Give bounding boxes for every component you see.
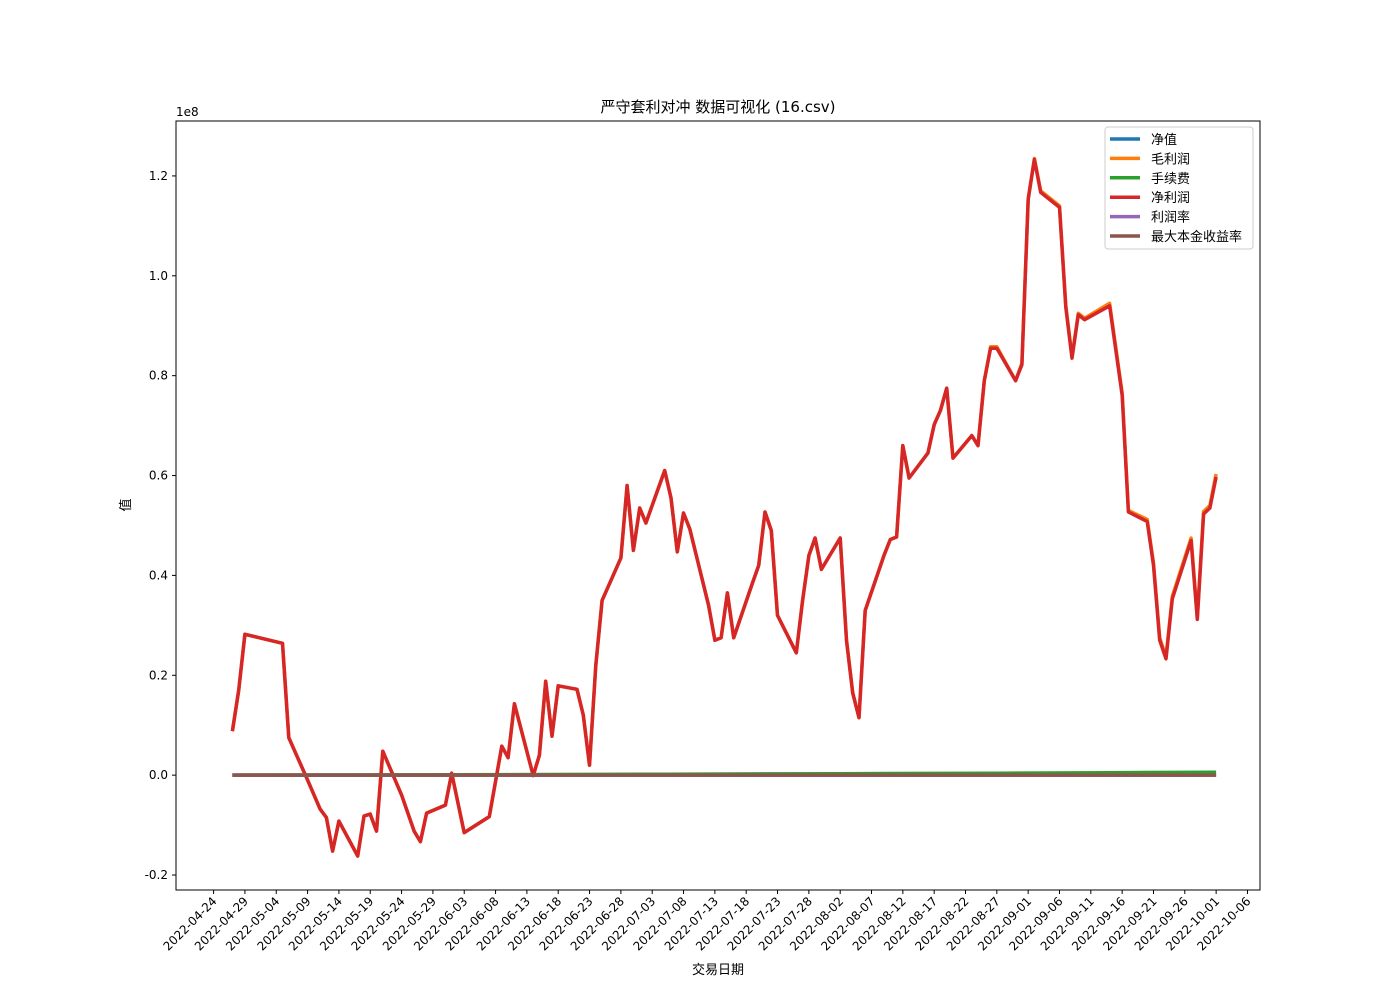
y-tick-label: 1.0: [149, 269, 168, 283]
chart-title: 严守套利对冲 数据可视化 (16.csv): [600, 98, 835, 116]
y-scale-label: 1e8: [176, 105, 199, 119]
x-axis: 2022-04-242022-04-292022-05-042022-05-09…: [160, 890, 1254, 953]
plot-frame: [175, 120, 1261, 891]
y-axis-label: 值: [118, 498, 134, 511]
legend-label: 手续费: [1151, 172, 1190, 187]
series-line-1: [230, 156, 1218, 858]
legend-box: [1104, 126, 1254, 250]
y-tick-label: 0.0: [149, 768, 168, 782]
y-axis: -0.2 0.0 0.2 0.4 0.6 0.8 1.0 1.2: [145, 169, 176, 882]
series-layer: [230, 156, 1218, 858]
y-tick-label: 0.8: [149, 369, 168, 383]
y-tick-label: 1.2: [149, 169, 168, 183]
y-tick-label: 0.6: [149, 469, 168, 483]
series-line-3: [230, 157, 1218, 858]
y-tick-label: 0.4: [149, 568, 168, 582]
legend-label: 毛利润: [1151, 152, 1190, 167]
legend-label: 利润率: [1151, 210, 1190, 226]
y-tick-label: -0.2: [145, 868, 168, 882]
y-tick-label: 0.2: [149, 668, 168, 682]
legend-label: 净利润: [1151, 191, 1190, 206]
x-axis-label: 交易日期: [692, 962, 744, 978]
legend-label: 净值: [1151, 132, 1177, 148]
legend-label: 最大本金收益率: [1151, 229, 1242, 245]
